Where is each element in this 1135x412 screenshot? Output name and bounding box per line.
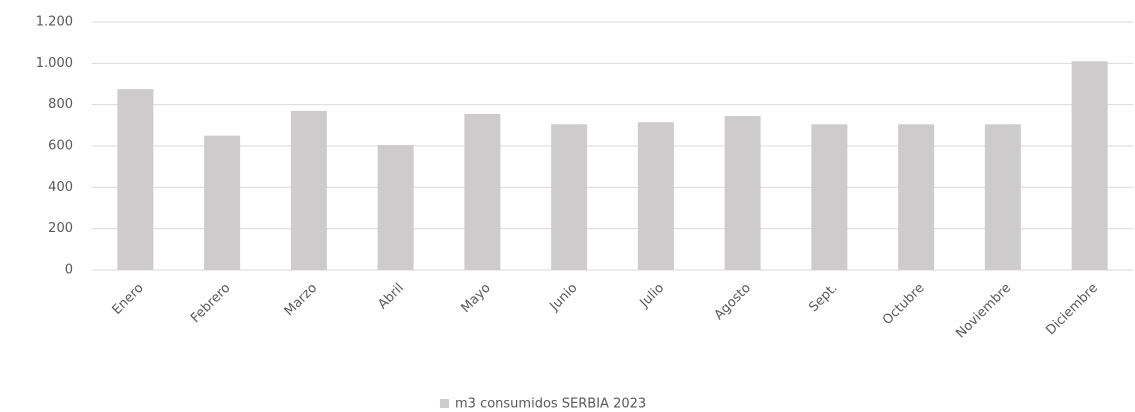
y-tick-label: 400: [48, 180, 73, 195]
bar: [464, 113, 501, 270]
bar: [898, 124, 935, 270]
y-tick-label: 0: [65, 263, 73, 278]
bar: [811, 124, 848, 270]
legend-label: m3 consumidos SERBIA 2023: [455, 397, 646, 412]
x-tick-label: Diciembre: [1043, 281, 1101, 339]
x-tick-label: Agosto: [712, 281, 754, 323]
bar: [117, 89, 154, 271]
y-tick-label: 200: [48, 221, 73, 236]
x-tick-label: Sept.: [806, 281, 840, 315]
legend-swatch: [440, 399, 449, 408]
bar: [290, 110, 327, 270]
x-tick-label: Junio: [547, 281, 581, 315]
x-tick-label: Noviembre: [953, 281, 1014, 342]
x-tick-label: Abril: [375, 281, 407, 313]
bar: [984, 124, 1021, 270]
x-tick-label: Mayo: [458, 281, 493, 316]
y-tick-label: 600: [48, 139, 73, 154]
bar: [204, 135, 241, 270]
x-tick-label: Enero: [110, 281, 147, 318]
bar: [1071, 61, 1108, 271]
x-tick-label: Febrero: [188, 281, 233, 326]
x-tick-label: Julio: [637, 281, 668, 312]
x-tick-label: Marzo: [282, 281, 320, 319]
bar: [551, 124, 588, 270]
y-tick-label: 1.200: [36, 15, 73, 30]
y-tick-label: 1.000: [36, 56, 73, 71]
bar: [637, 122, 674, 270]
bar: [724, 116, 761, 271]
bar: [377, 144, 414, 270]
y-tick-label: 800: [48, 97, 73, 112]
x-tick-label: Octubre: [880, 281, 927, 328]
